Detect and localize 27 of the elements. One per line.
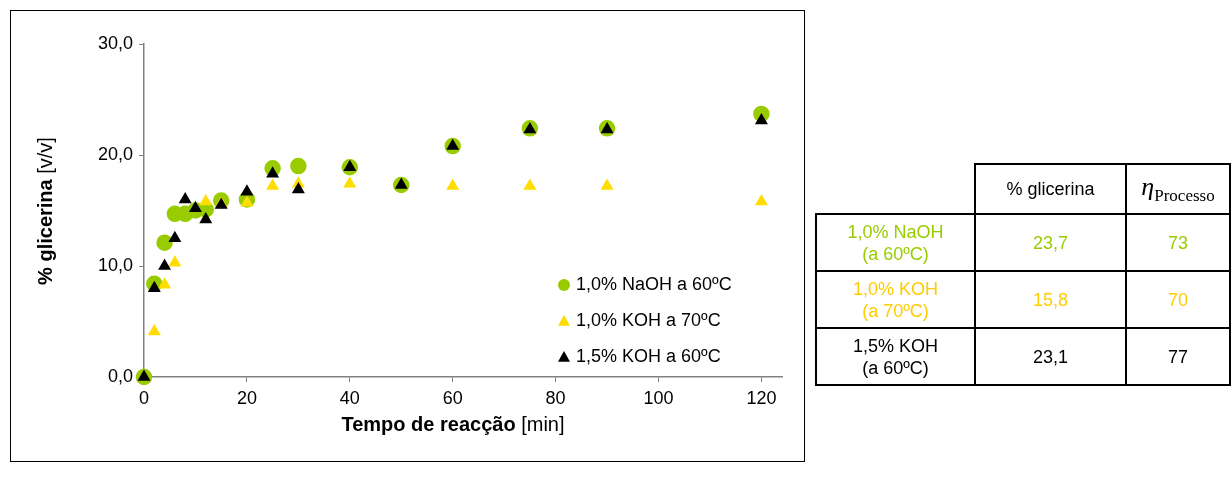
legend-label: 1,5% KOH a 60ºC — [576, 345, 721, 366]
text: 77 — [1168, 346, 1189, 367]
y-tick-label: 30,0 — [97, 32, 133, 53]
y-tick-label: 20,0 — [97, 143, 133, 164]
x-tick-label: 80 — [545, 387, 566, 408]
x-tick-label: 20 — [236, 387, 257, 408]
category-label: η$_{Processo}$ — [1126, 164, 1230, 214]
category-label: 1,5% KOH (a 60ºC) — [853, 335, 939, 378]
text: 23,1 — [1033, 346, 1069, 367]
category-label: 1,0% NaOH (a 60ºC) — [847, 221, 944, 264]
legend-label: 1,0% NaOH a 60ºC — [576, 273, 732, 294]
text: 73 — [1168, 232, 1189, 253]
x-axis-title: Tempo de reacção [min] — [341, 412, 565, 435]
text: 23,7 — [1033, 232, 1069, 253]
y-tick-label: 0,0 — [107, 365, 133, 386]
y-tick-label: 10,0 — [97, 254, 133, 275]
x-tick-label: 60 — [442, 387, 463, 408]
text: 15,8 — [1033, 289, 1069, 310]
x-tick-label: 0 — [138, 387, 150, 408]
text: 70 — [1168, 289, 1189, 310]
y-axis-title: % glicerina [v/v] — [33, 137, 56, 285]
x-tick-label: 120 — [746, 387, 777, 408]
x-tick-label: 40 — [339, 387, 360, 408]
category-label: % glicerina — [975, 164, 1127, 214]
legend-label: 1,0% KOH a 70ºC — [576, 309, 721, 330]
x-tick-label: 100 — [643, 387, 674, 408]
category-label: 1,0% KOH (a 70ºC) — [853, 278, 939, 321]
